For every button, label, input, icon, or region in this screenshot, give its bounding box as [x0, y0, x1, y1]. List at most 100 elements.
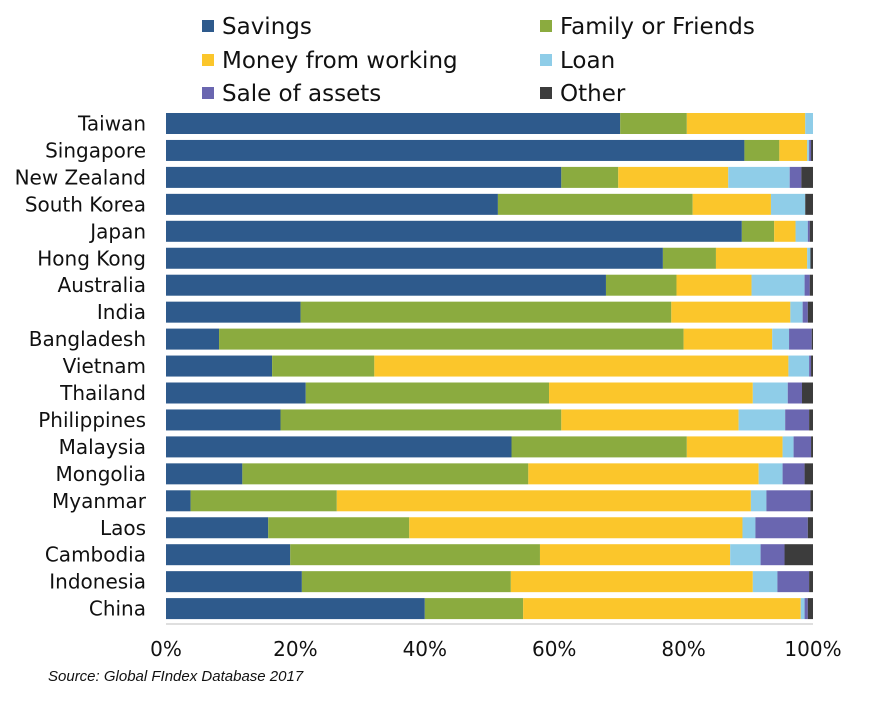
bar-mongolia-other [804, 463, 813, 485]
bar-philippines-money-from-working [561, 409, 739, 431]
bar-philippines-sale-of-assets [785, 409, 810, 431]
category-label-japan: Japan [88, 219, 146, 243]
bar-philippines-other [809, 409, 813, 431]
bar-japan-money-from-working [774, 220, 796, 242]
legend-label-family-or-friends: Family or Friends [560, 14, 755, 40]
bar-australia-family-or-friends [605, 274, 677, 296]
bar-malaysia-sale-of-assets [793, 436, 812, 458]
bar-indonesia-other [809, 571, 813, 593]
bar-china-money-from-working [523, 598, 801, 620]
bar-hong-kong-other [810, 247, 813, 269]
category-label-philippines: Philippines [38, 408, 146, 432]
category-label-singapore: Singapore [45, 138, 146, 162]
legend: Savings Family or Friends Money from worki… [202, 14, 755, 107]
bar-thailand-family-or-friends [305, 382, 550, 404]
bar-india-other [807, 301, 813, 323]
bar-australia-sale-of-assets [804, 274, 810, 296]
category-label-malaysia: Malaysia [59, 435, 146, 459]
bar-laos-savings [166, 517, 269, 539]
bar-malaysia-money-from-working [686, 436, 783, 458]
bar-indonesia-loan [752, 571, 778, 593]
category-label-thailand: Thailand [59, 381, 146, 405]
bar-mongolia-sale-of-assets [782, 463, 805, 485]
category-label-taiwan: Taiwan [77, 112, 146, 136]
bar-thailand-loan [752, 382, 788, 404]
bar-china-other [807, 598, 813, 620]
bar-hong-kong-loan [807, 247, 811, 269]
bar-new-zealand-money-from-working [618, 166, 729, 188]
bar-new-zealand-family-or-friends [561, 166, 619, 188]
category-label-india: India [97, 300, 146, 324]
legend-swatch-loan [540, 54, 552, 66]
bar-mongolia-money-from-working [528, 463, 759, 485]
legend-swatch-family-or-friends [540, 20, 552, 32]
bar-malaysia-loan [782, 436, 794, 458]
bar-china-family-or-friends [424, 598, 524, 620]
category-label-myanmar: Myanmar [52, 489, 147, 513]
bar-indonesia-money-from-working [510, 571, 753, 593]
bar-india-loan [790, 301, 803, 323]
bar-malaysia-family-or-friends [511, 436, 687, 458]
category-label-mongolia: Mongolia [56, 462, 146, 486]
bar-indonesia-savings [166, 571, 302, 593]
legend-label-loan: Loan [560, 48, 615, 74]
bar-hong-kong-money-from-working [715, 247, 808, 269]
bars [166, 113, 813, 620]
bar-bangladesh-family-or-friends [219, 328, 684, 350]
bar-south-korea-loan [770, 193, 806, 215]
bar-bangladesh-money-from-working [683, 328, 773, 350]
legend-swatch-sale-of-assets [202, 87, 214, 99]
x-axis: 0% 20% 40% 60% 80% 100% [150, 623, 842, 661]
bar-japan-loan [795, 220, 808, 242]
bar-new-zealand-other [801, 166, 813, 188]
bar-cambodia-loan [730, 544, 761, 566]
bar-south-korea-savings [166, 193, 498, 215]
bar-india-sale-of-assets [802, 301, 808, 323]
bar-myanmar-family-or-friends [190, 490, 337, 512]
bar-laos-money-from-working [409, 517, 743, 539]
bar-taiwan-savings [166, 113, 621, 134]
bar-myanmar-sale-of-assets [766, 490, 811, 512]
source-note: Source: Global FIndex Database 2017 [48, 668, 304, 685]
bar-philippines-loan [738, 409, 786, 431]
bar-myanmar-money-from-working [336, 490, 751, 512]
bar-indonesia-family-or-friends [301, 571, 511, 593]
bar-india-savings [166, 301, 301, 323]
bar-mongolia-family-or-friends [242, 463, 529, 485]
bar-vietnam-money-from-working [374, 355, 789, 377]
bar-bangladesh-savings [166, 328, 220, 350]
bar-cambodia-other [784, 544, 813, 566]
bar-malaysia-savings [166, 436, 512, 458]
x-tick-label: 0% [150, 637, 182, 661]
bar-indonesia-sale-of-assets [777, 571, 810, 593]
bar-laos-other [807, 517, 813, 539]
bar-japan-savings [166, 220, 742, 242]
bar-singapore-family-or-friends [744, 139, 780, 161]
legend-label-savings: Savings [222, 14, 312, 40]
bar-taiwan-loan [805, 113, 813, 134]
bar-hong-kong-savings [166, 247, 663, 269]
legend-label-other: Other [560, 81, 626, 107]
legend-label-sale-of-assets: Sale of assets [222, 81, 381, 107]
x-tick-label: 80% [661, 637, 705, 661]
bar-laos-family-or-friends [268, 517, 410, 539]
bar-philippines-family-or-friends [280, 409, 562, 431]
bar-australia-loan [751, 274, 805, 296]
bar-south-korea-other [805, 193, 813, 215]
legend-swatch-other [540, 87, 552, 99]
bar-philippines-savings [166, 409, 281, 431]
bar-cambodia-family-or-friends [290, 544, 540, 566]
category-label-vietnam: Vietnam [63, 354, 146, 378]
x-tick-label: 60% [532, 637, 576, 661]
bar-vietnam-sale-of-assets [809, 355, 812, 377]
category-label-indonesia: Indonesia [49, 570, 146, 594]
bar-new-zealand-loan [728, 166, 790, 188]
bar-hong-kong-family-or-friends [662, 247, 716, 269]
category-label-hong-kong: Hong Kong [37, 246, 146, 270]
x-tick-label: 40% [403, 637, 447, 661]
category-label-new-zealand: New Zealand [15, 165, 146, 189]
bar-laos-sale-of-assets [755, 517, 808, 539]
bar-singapore-money-from-working [779, 139, 808, 161]
bar-australia-other [809, 274, 813, 296]
